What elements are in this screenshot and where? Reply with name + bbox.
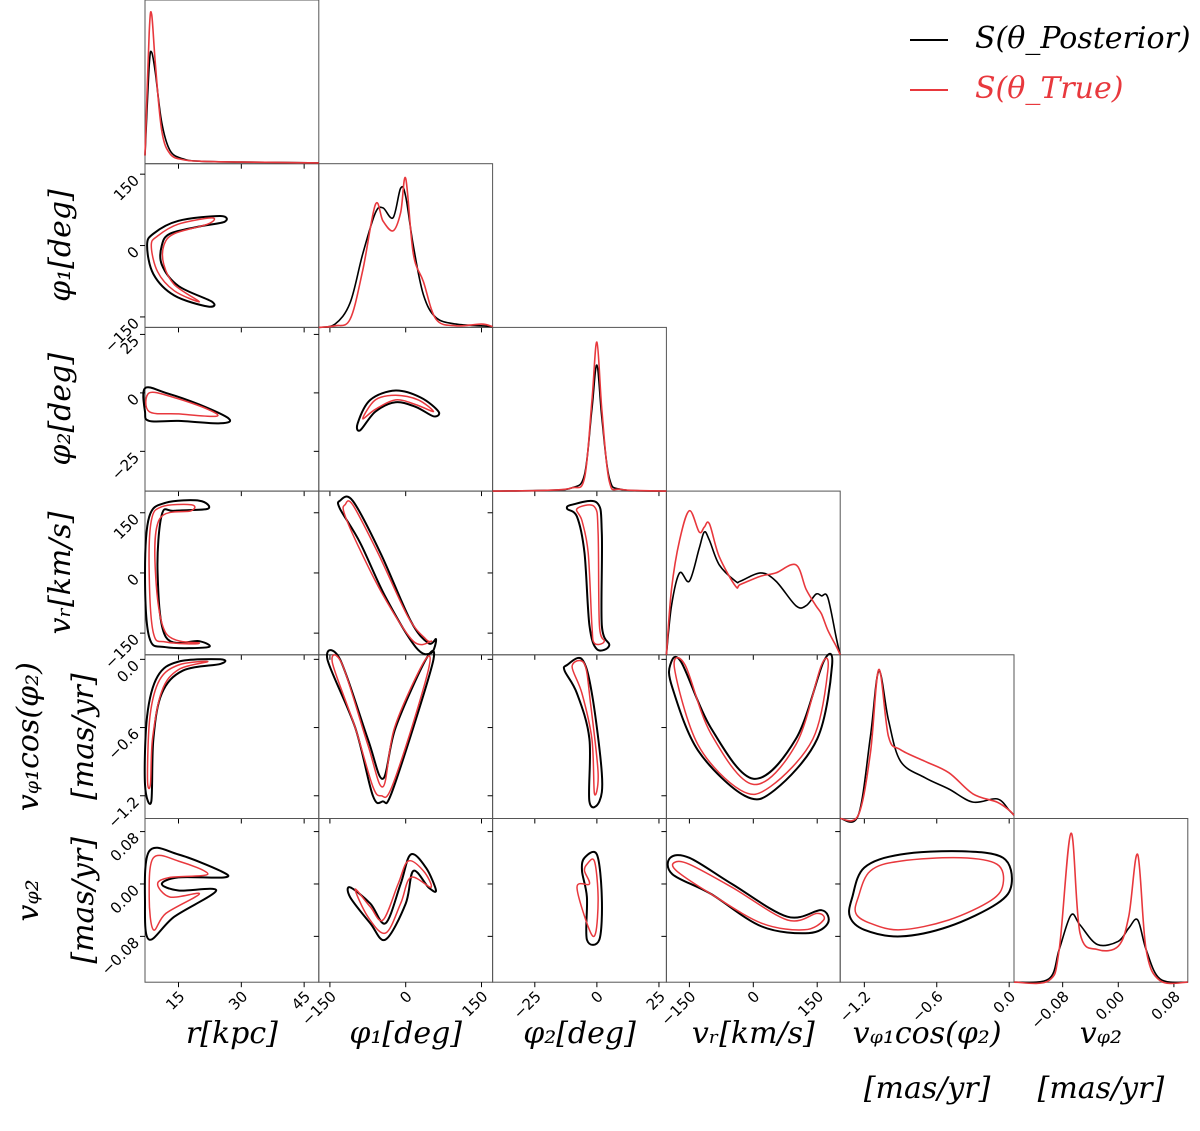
contour [576,858,599,938]
x-tick-label: 0.08 [1148,987,1184,1023]
density-curve [492,341,667,492]
contour [580,850,603,946]
panel-frame [318,818,494,983]
contour [336,495,438,656]
contour [575,504,606,646]
x-axis-label: [mas/yr] [1038,1071,1165,1106]
contour [562,656,604,809]
y-axis-label: φ₂[deg] [43,353,78,466]
x-tick-label: 0 [396,987,415,1006]
panel-frame [318,326,494,492]
density-curve [1013,832,1188,985]
contour [666,854,830,935]
y-tick-label: −1.2 [105,793,143,831]
y-axis-label: vᵣ[km/s] [43,511,78,634]
x-tick-label: 30 [225,987,251,1013]
y-axis-label: [mas/yr] [66,837,101,964]
contour [362,394,435,420]
x-tick-label: 0 [587,987,606,1006]
density-curve [665,509,841,656]
contour [673,656,829,796]
y-axis-label: vᵩ₁cos(φ₂) [11,662,46,811]
contour [150,217,216,303]
panel-frame [1013,818,1189,983]
contour [565,499,611,652]
y-tick-label: −0.6 [105,725,143,763]
panel-frame [144,326,320,492]
density-curve [665,530,841,655]
contour [355,389,441,432]
y-tick-label: 150 [110,510,143,543]
contour [848,850,1013,938]
density-curve [144,50,319,164]
y-tick-label: 0.00 [107,881,143,917]
panel-frame [839,818,1015,983]
legend-label: S(θ_Posterior) [975,21,1191,56]
contour [331,654,431,799]
panel-frame [144,0,320,165]
x-tick-label: −0.08 [1027,987,1072,1032]
x-axis-label: φ₁[deg] [349,1016,462,1051]
y-tick-label: 0.08 [107,829,143,865]
density-curve [318,176,493,329]
contour [143,658,227,805]
contour [668,652,834,801]
y-tick-label: −0.08 [98,934,143,979]
panel-frame [144,163,320,328]
y-axis-label: φ₁[deg] [43,189,78,302]
x-axis-label: vᵩ₂ [1080,1016,1122,1051]
contour [571,659,599,796]
panel-frame [318,654,494,819]
contour [143,846,230,941]
x-axis-label: r[kpc] [186,1016,278,1051]
x-axis-label: vᵣ[km/s] [692,1016,815,1051]
x-axis-label: [mas/yr] [864,1071,991,1106]
contour [354,859,433,935]
x-axis-label: φ₂[deg] [523,1016,636,1051]
panel-frame [492,654,667,819]
contour [325,649,436,805]
panel-frame [144,818,320,983]
x-tick-label: 150 [459,987,492,1020]
density-curve [318,185,493,329]
x-axis-label: vᵩ₁cos(φ₂) [853,1016,1002,1051]
y-axis-label: [mas/yr] [66,673,101,800]
density-curve [840,670,1015,823]
legend-label: S(θ_True) [975,71,1123,106]
y-axis-label: vᵩ₂ [11,879,46,921]
density-curve [840,668,1015,822]
y-tick-label: 150 [110,171,143,204]
y-tick-label: −25 [108,449,143,484]
density-curve [492,364,667,492]
contour [148,503,201,645]
x-tick-label: 0.0 [990,987,1020,1017]
contour [142,386,232,425]
density-curve [144,11,319,164]
x-tick-label: 15 [162,987,188,1013]
contour [146,660,209,790]
density-curve [1013,913,1188,984]
contour [346,853,437,942]
panel-frame [144,490,320,656]
panel-frame [318,163,494,328]
contour [671,860,826,931]
contour [854,856,1005,931]
panel-frame [839,654,1015,819]
panel-frame [492,326,667,492]
contour [145,391,219,418]
contour [144,499,211,650]
x-tick-label: 0 [744,987,763,1006]
contour [342,500,433,646]
contour [148,854,209,931]
